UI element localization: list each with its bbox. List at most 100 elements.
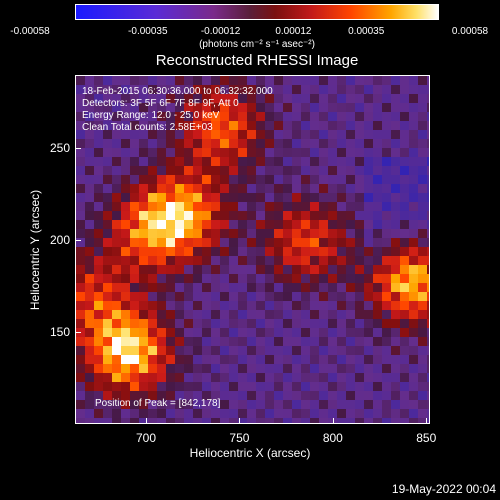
heatmap-cell <box>76 301 85 310</box>
heatmap-cell <box>292 184 301 193</box>
heatmap-cell <box>364 247 373 256</box>
heatmap-cell <box>301 310 310 319</box>
heatmap-cell <box>157 247 166 256</box>
heatmap-cell <box>364 409 373 418</box>
heatmap-cell <box>76 355 85 364</box>
heatmap-cell <box>148 355 157 364</box>
heatmap-cell <box>346 220 355 229</box>
colorbar <box>75 4 439 20</box>
heatmap-cell <box>391 202 400 211</box>
heatmap-cell <box>364 202 373 211</box>
heatmap-cell <box>292 247 301 256</box>
heatmap-cell <box>184 148 193 157</box>
heatmap-cell <box>157 310 166 319</box>
heatmap-cell <box>139 148 148 157</box>
heatmap-cell <box>391 274 400 283</box>
heatmap-cell <box>229 400 238 409</box>
heatmap-cell <box>94 247 103 256</box>
heatmap-cell <box>337 319 346 328</box>
heatmap-cell <box>229 301 238 310</box>
heatmap-cell <box>346 148 355 157</box>
heatmap-cell <box>346 247 355 256</box>
heatmap-cell <box>103 391 112 400</box>
heatmap-cell <box>256 121 265 130</box>
heatmap-cell <box>76 229 85 238</box>
heatmap-cell <box>247 319 256 328</box>
heatmap-cell <box>409 94 418 103</box>
heatmap-cell <box>85 418 94 423</box>
heatmap-cell <box>400 346 409 355</box>
heatmap-cell <box>202 337 211 346</box>
heatmap-cell <box>148 382 157 391</box>
heatmap-cell <box>337 175 346 184</box>
heatmap-cell <box>256 184 265 193</box>
heatmap-cell <box>193 328 202 337</box>
heatmap-cell <box>355 382 364 391</box>
heatmap-cell <box>373 247 382 256</box>
heatmap-cell <box>373 103 382 112</box>
heatmap-cell <box>103 166 112 175</box>
heatmap-cell <box>301 319 310 328</box>
heatmap-cell <box>400 229 409 238</box>
heatmap-cell <box>391 175 400 184</box>
heatmap-cell <box>175 355 184 364</box>
heatmap-cell <box>355 229 364 238</box>
heatmap-cell <box>292 175 301 184</box>
heatmap-cell <box>427 355 429 364</box>
heatmap-cell <box>247 400 256 409</box>
heatmap-cell <box>274 220 283 229</box>
heatmap-cell <box>238 346 247 355</box>
heatmap-cell <box>301 193 310 202</box>
heatmap-cell <box>301 418 310 423</box>
heatmap-cell <box>166 355 175 364</box>
heatmap-cell <box>382 364 391 373</box>
heatmap-cell <box>121 256 130 265</box>
heatmap-cell <box>283 121 292 130</box>
heatmap-cell <box>238 337 247 346</box>
heatmap-cell <box>283 355 292 364</box>
heatmap-cell <box>94 319 103 328</box>
heatmap-cell <box>274 265 283 274</box>
heatmap-cell <box>121 364 130 373</box>
heatmap-cell <box>139 301 148 310</box>
heatmap-cell <box>382 139 391 148</box>
heatmap-cell <box>103 130 112 139</box>
heatmap-cell <box>175 418 184 423</box>
heatmap-cell <box>112 148 121 157</box>
heatmap-cell <box>121 373 130 382</box>
heatmap-cell <box>112 382 121 391</box>
heatmap-cell <box>346 139 355 148</box>
heatmap-cell <box>247 292 256 301</box>
heatmap-cell <box>184 202 193 211</box>
heatmap-cell <box>256 157 265 166</box>
heatmap-cell <box>310 139 319 148</box>
heatmap-cell <box>409 139 418 148</box>
heatmap-cell <box>121 202 130 211</box>
heatmap-cell <box>319 85 328 94</box>
heatmap-cell <box>364 166 373 175</box>
heatmap-cell <box>238 103 247 112</box>
heatmap-cell <box>283 391 292 400</box>
heatmap-cell <box>265 256 274 265</box>
heatmap-cell <box>202 85 211 94</box>
heatmap-cell <box>355 337 364 346</box>
heatmap-cell <box>328 148 337 157</box>
heatmap-cell <box>202 112 211 121</box>
heatmap-cell <box>256 139 265 148</box>
heatmap-cell <box>364 301 373 310</box>
heatmap-cell <box>310 310 319 319</box>
heatmap-cell <box>166 274 175 283</box>
heatmap-cell <box>283 103 292 112</box>
heatmap-cell <box>427 130 429 139</box>
heatmap-cell <box>85 319 94 328</box>
heatmap-cell <box>76 130 85 139</box>
heatmap-cell <box>283 256 292 265</box>
heatmap-cell <box>247 256 256 265</box>
heatmap-cell <box>355 256 364 265</box>
heatmap-cell <box>175 256 184 265</box>
heatmap-cell <box>184 76 193 85</box>
heatmap-cell <box>238 310 247 319</box>
heatmap-cell <box>265 229 274 238</box>
heatmap-cell <box>193 103 202 112</box>
heatmap-cell <box>301 157 310 166</box>
